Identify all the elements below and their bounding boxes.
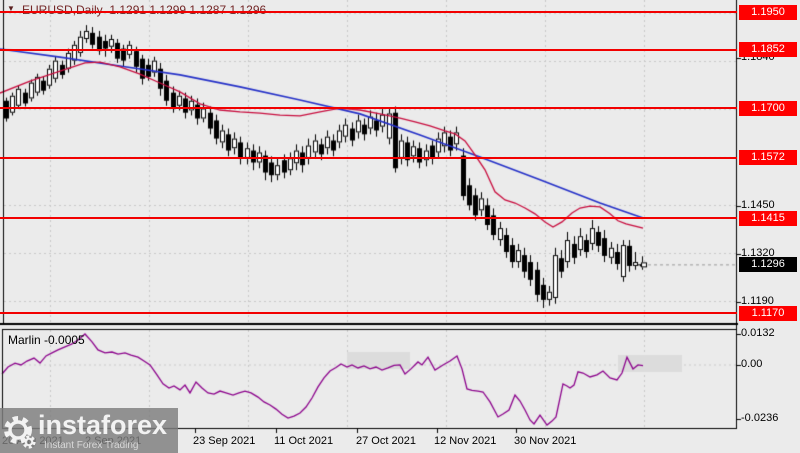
level-line-1.1950[interactable] — [0, 11, 737, 13]
price-axis-label-1.1320: 1.1320 — [741, 247, 775, 259]
current-price-label: 1.1296 — [739, 256, 797, 272]
indicator-axis-label-0.00: 0.00 — [741, 357, 763, 370]
level-price-label-1.1950: 1.1950 — [739, 4, 797, 20]
indicator-axis-label--0.0236: -0.0236 — [741, 412, 779, 425]
level-line-1.1852[interactable] — [0, 48, 737, 51]
level-price-label-1.1572: 1.1572 — [739, 150, 797, 166]
symbol-timeframe-label: EURUSD,Daily — [22, 3, 103, 17]
instaforex-brand-text: instaforex — [38, 410, 168, 440]
instaforex-gear-icon — [4, 416, 36, 449]
date-label-23-sep-2021: 23 Sep 2021 — [193, 435, 256, 447]
ohlc-quotes-label: 1.1291 1.1299 1.1287 1.1296 — [109, 3, 267, 17]
instaforex-tagline: Instant Forex Trading — [44, 440, 139, 451]
price-axis-label-1.1450: 1.1450 — [741, 198, 775, 211]
level-line-1.1170[interactable] — [0, 312, 737, 314]
chart-header: EURUSD,Daily 1.1291 1.1299 1.1287 1.1296 — [22, 3, 266, 17]
date-label-11-oct-2021: 11 Oct 2021 — [274, 435, 334, 447]
date-label-12-nov-2021: 12 Nov 2021 — [434, 435, 497, 447]
indicator-current-value: -0.0005 — [44, 333, 85, 347]
indicator-name: Marlin — [8, 333, 41, 347]
level-price-label-1.1415: 1.1415 — [739, 210, 797, 226]
indicator-axis-label-0.0132: 0.0132 — [741, 327, 775, 339]
indicator-name-label: Marlin -0.0005 — [8, 333, 85, 347]
price-axis-label-1.1190: 1.1190 — [741, 294, 774, 307]
date-label-30-nov-2021: 30 Nov 2021 — [514, 435, 577, 447]
level-price-label-1.1700: 1.1700 — [739, 100, 797, 116]
level-line-1.1415[interactable] — [0, 217, 737, 220]
level-line-1.1700[interactable] — [0, 107, 737, 110]
instaforex-watermark: instaforex Instant Forex Trading — [0, 408, 178, 453]
level-line-1.1572[interactable] — [0, 156, 737, 159]
level-price-label-1.1852: 1.1852 — [739, 42, 797, 58]
level-price-label-1.1170: 1.1170 — [739, 305, 797, 321]
chart-collapse-icon[interactable]: ▼ — [7, 4, 15, 13]
date-label-27-oct-2021: 27 Oct 2021 — [356, 435, 416, 447]
